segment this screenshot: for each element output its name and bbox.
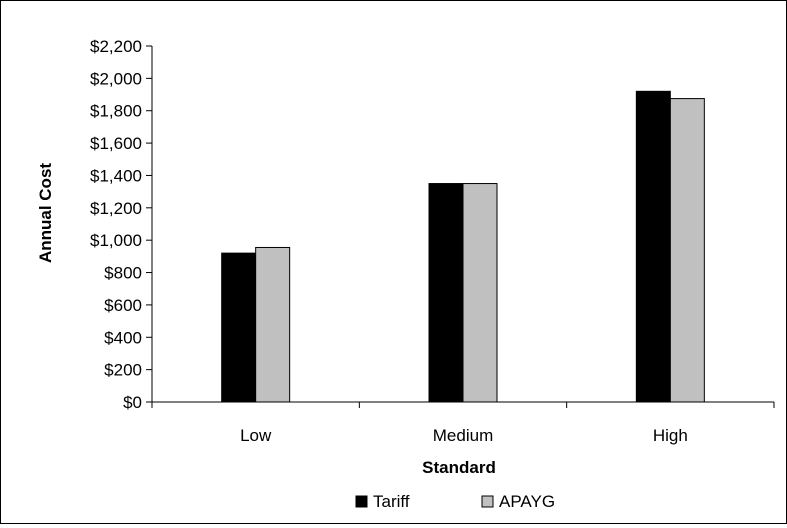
legend-swatch-apayg <box>481 495 494 508</box>
x-tick-label: Low <box>240 426 272 445</box>
y-axis-ticks: $0 $200 $400 $600 $800 $1,000 $1,200 $1,400 $1,6… <box>90 37 152 412</box>
y-tick-label: $1,200 <box>90 199 142 218</box>
bar-apayg-high <box>669 98 705 403</box>
y-tick-label: $1,400 <box>90 166 142 185</box>
legend-swatch-tariff <box>355 495 368 508</box>
legend-label-tariff: Tariff <box>373 492 410 511</box>
y-tick-label: $2,200 <box>90 37 142 56</box>
bar-apayg-medium <box>462 183 498 403</box>
y-tick-label: $0 <box>123 393 142 412</box>
bars <box>221 90 705 403</box>
x-axis-labels: Low Medium High <box>240 426 688 445</box>
bar-tariff-low <box>221 252 257 403</box>
y-tick-label: $400 <box>104 328 142 347</box>
bar-tariff-medium <box>428 183 464 403</box>
x-tick-label: High <box>653 426 688 445</box>
y-tick-label: $2,000 <box>90 69 142 88</box>
bar-tariff-high <box>635 90 671 403</box>
x-tick-label: Medium <box>433 426 493 445</box>
y-tick-label: $1,600 <box>90 134 142 153</box>
legend-label-apayg: APAYG <box>499 492 555 511</box>
y-tick-label: $200 <box>104 361 142 380</box>
y-tick-label: $1,800 <box>90 102 142 121</box>
legend: Tariff APAYG <box>355 492 555 511</box>
bar-apayg-low <box>255 246 291 403</box>
x-axis-title: Standard <box>422 458 496 477</box>
y-tick-label: $1,000 <box>90 231 142 250</box>
y-axis-title: Annual Cost <box>36 163 55 263</box>
y-tick-label: $600 <box>104 296 142 315</box>
axes <box>151 46 775 408</box>
y-tick-label: $800 <box>104 264 142 283</box>
